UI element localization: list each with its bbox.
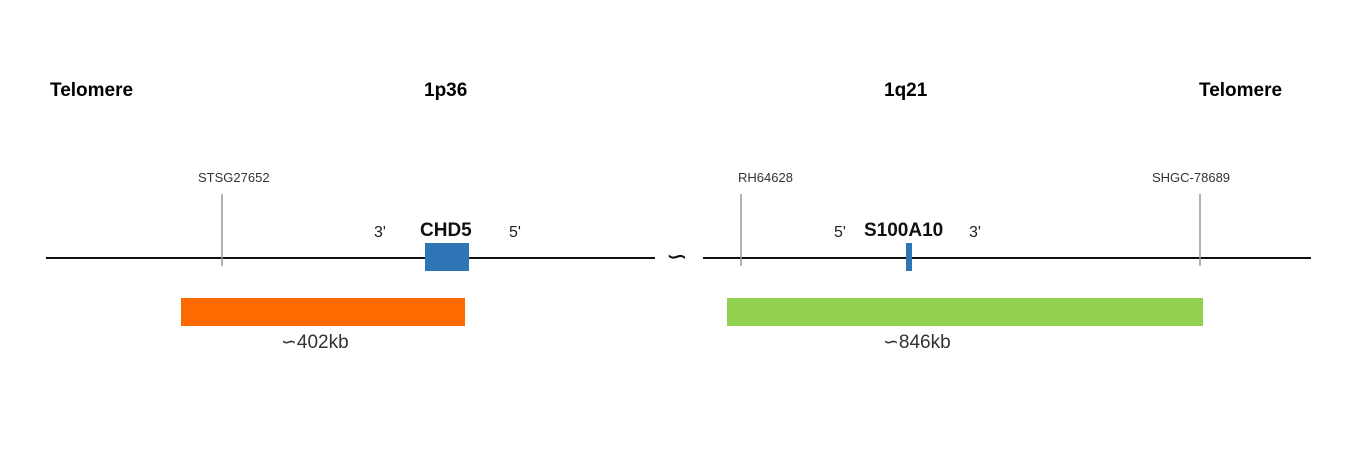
segment-bar-left: [181, 298, 465, 326]
chromosome-break-symbol: ∽: [666, 241, 688, 271]
segment-bar-right: [727, 298, 1203, 326]
right-telomere-label: Telomere: [1199, 80, 1283, 101]
chd5-left-end-label: 3': [374, 224, 386, 241]
marker-label-stsg: STSG27652: [198, 170, 270, 185]
gene-box-chd5: [425, 243, 469, 271]
chd5-right-end-label: 5': [509, 224, 521, 241]
s100a10-gene-label: S100A10: [864, 220, 944, 241]
left-telomere-label: Telomere: [50, 80, 134, 101]
s100a10-left-end-label: 5': [834, 224, 846, 241]
segment-size-right: ∽846kb: [883, 332, 951, 353]
chd5-gene-label: CHD5: [420, 220, 472, 241]
marker-label-rh: RH64628: [738, 170, 793, 185]
segment-size-left: ∽402kb: [281, 332, 349, 353]
s100a10-right-end-label: 3': [969, 224, 981, 241]
q-band-label: 1q21: [884, 80, 928, 101]
p-band-label: 1p36: [424, 80, 468, 101]
marker-label-shgc: SHGC-78689: [1152, 170, 1231, 185]
gene-box-s100a10: [906, 243, 912, 271]
